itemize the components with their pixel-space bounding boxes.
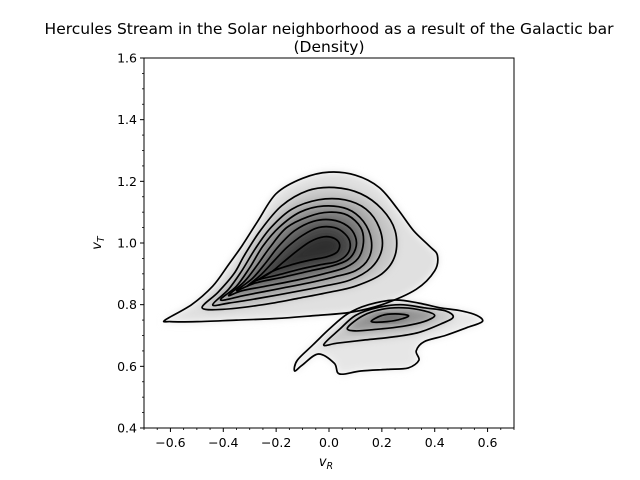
y-tick-label: 1.4 <box>117 112 137 127</box>
x-tick-label: −0.2 <box>261 435 291 450</box>
y-tick-label: 0.4 <box>117 421 137 436</box>
y-axis: 0.4 0.6 0.8 1.0 1.2 1.4 1.6 <box>117 51 144 436</box>
contour-layer <box>162 171 484 376</box>
x-axis-label-main: v <box>319 455 327 470</box>
y-tick-label: 0.8 <box>117 297 137 312</box>
hercules-contour-3 <box>346 306 436 332</box>
main-contour-5 <box>227 211 365 297</box>
x-tick-label: 0.4 <box>425 435 445 450</box>
x-axis-label: vR <box>319 455 333 472</box>
y-axis-label-main: v <box>90 242 105 250</box>
main-contour-7 <box>246 225 352 288</box>
main-contour-3 <box>211 197 384 307</box>
y-tick-label: 1.6 <box>117 51 137 66</box>
main-density-band-8 <box>257 236 340 281</box>
main-contour-1 <box>162 171 439 323</box>
main-contour-2 <box>201 186 398 311</box>
y-tick-label: 1.0 <box>117 236 137 251</box>
chart-title-line1: Hercules Stream in the Solar neighborhoo… <box>45 20 615 38</box>
x-tick-label: 0.2 <box>372 435 392 450</box>
x-axis: −0.6 −0.4 −0.2 0.0 0.2 0.4 0.6 <box>143 428 515 450</box>
x-axis-label-sub: R <box>327 461 334 472</box>
hercules-contour-4 <box>370 313 410 324</box>
main-contour-8 <box>256 235 341 281</box>
main-contour-4 <box>219 205 373 302</box>
hercules-contour-1 <box>293 299 484 376</box>
x-tick-label: −0.4 <box>208 435 238 450</box>
hercules-contour-2 <box>322 303 455 347</box>
main-contour-6 <box>235 218 358 292</box>
y-tick-label: 1.2 <box>117 174 137 189</box>
x-tick-label: 0.0 <box>319 435 339 450</box>
y-axis-label-sub: T <box>96 235 107 242</box>
x-tick-label: −0.6 <box>155 435 185 450</box>
y-axis-label: vT <box>90 235 107 250</box>
x-tick-label: 0.6 <box>478 435 498 450</box>
chart-title-line2: (Density) <box>293 38 364 56</box>
y-tick-label: 0.6 <box>117 359 137 374</box>
